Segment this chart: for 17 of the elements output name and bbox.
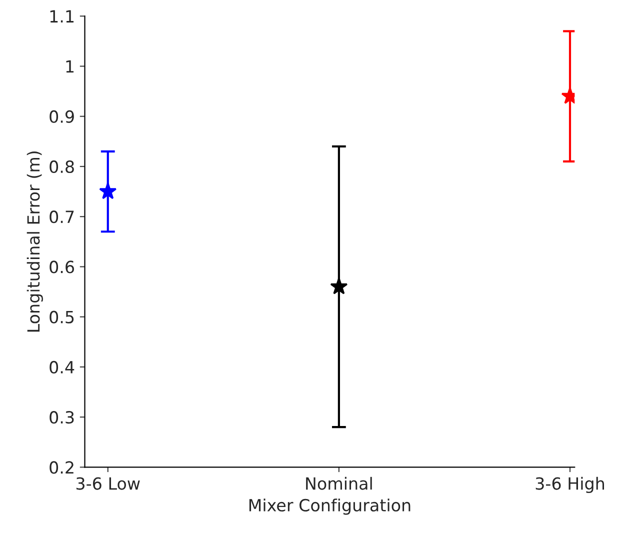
x-axis-title: Mixer Configuration [249, 498, 410, 515]
x-tick-label: 3-6 Low [76, 477, 140, 490]
y-tick-label: 0.2 [50, 461, 74, 474]
y-axis-title: Longitudinal Error (m) [26, 152, 43, 332]
y-tick-label: 0.7 [50, 210, 74, 224]
x-tick-label: 3-6 High [536, 476, 604, 494]
y-tick-label: 0.9 [50, 110, 74, 123]
y-tick-label: 0.4 [50, 360, 74, 374]
y-tick-label: 0.8 [50, 160, 74, 174]
y-tick-label: 1.1 [50, 10, 74, 22]
point [330, 278, 348, 294]
y-tick-label: 0.3 [50, 411, 74, 424]
y-tick-label: 0.6 [50, 260, 74, 274]
point [99, 182, 117, 200]
y-tick-label: 1 [66, 60, 74, 73]
x-tick-label: Nominal [306, 476, 372, 490]
y-tick-label: 0.5 [50, 310, 74, 324]
